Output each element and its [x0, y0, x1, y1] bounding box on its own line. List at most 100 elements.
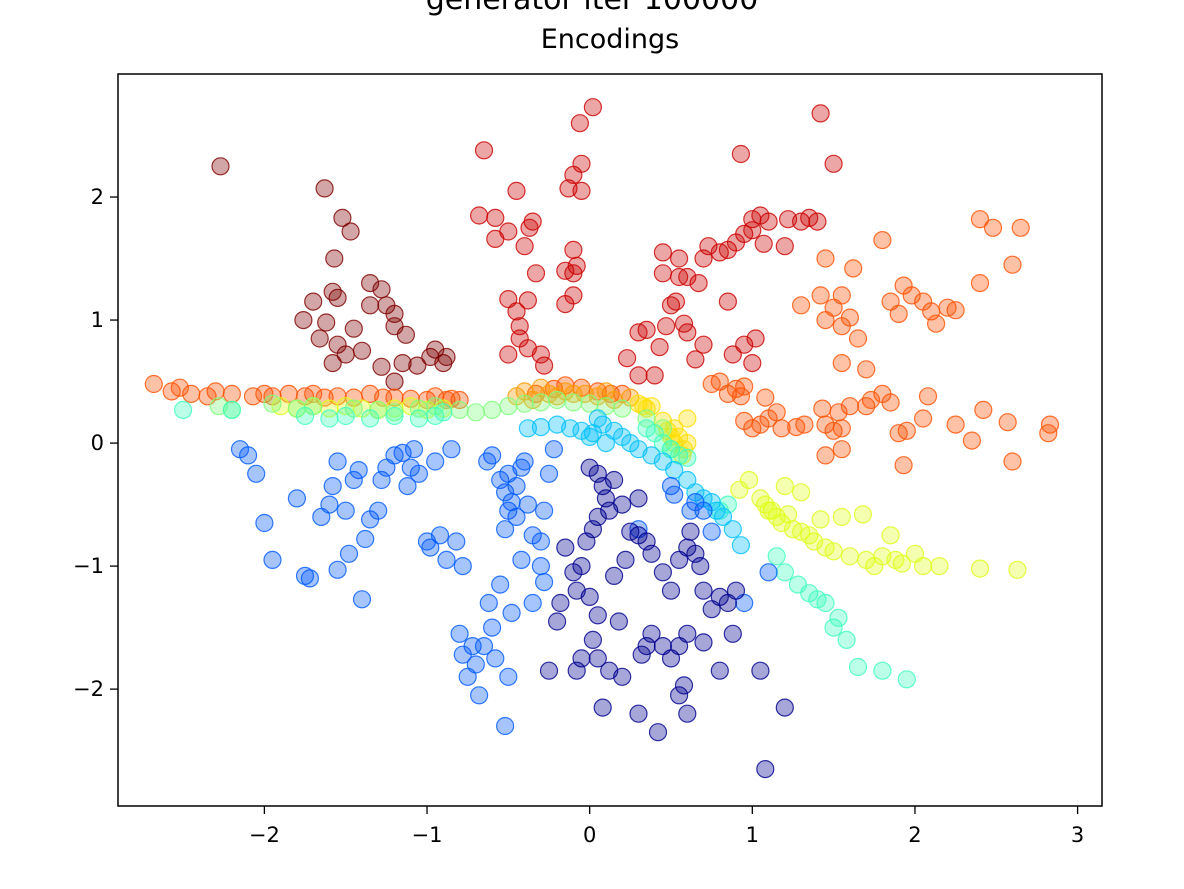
data-point	[496, 520, 515, 539]
data-point	[756, 759, 775, 779]
data-point	[1003, 452, 1022, 471]
data-point	[421, 538, 440, 557]
data-point	[344, 319, 363, 338]
data-point	[894, 456, 913, 475]
data-point	[694, 633, 713, 652]
data-point	[756, 388, 775, 407]
data-point	[515, 237, 534, 256]
data-point	[294, 311, 313, 330]
x-tick-label: −1	[412, 823, 443, 847]
x-tick-label: −2	[249, 823, 280, 847]
data-point	[315, 179, 334, 198]
data-point	[551, 593, 570, 613]
data-point	[811, 104, 830, 123]
data-point	[897, 670, 916, 689]
data-point	[499, 222, 518, 241]
data-point	[767, 403, 786, 422]
data-point	[470, 686, 489, 705]
data-point	[726, 581, 746, 600]
data-point	[889, 304, 908, 323]
data-point	[970, 274, 990, 293]
data-point	[372, 280, 391, 299]
data-point	[689, 274, 708, 293]
figure-suptitle: generator iter 100000	[0, 0, 1184, 17]
data-point	[674, 676, 694, 695]
data-point	[287, 489, 306, 508]
data-point	[702, 522, 721, 541]
data-point	[844, 259, 863, 278]
data-point	[808, 590, 827, 609]
data-point	[531, 418, 551, 437]
data-point	[507, 302, 526, 321]
data-point	[263, 550, 282, 570]
data-point	[328, 452, 347, 471]
data-point	[577, 532, 596, 551]
data-point	[564, 563, 583, 582]
data-point	[699, 237, 718, 256]
data-point	[450, 400, 469, 419]
data-point	[892, 554, 912, 573]
data-point	[211, 157, 230, 176]
data-point	[1003, 255, 1022, 274]
data-point	[739, 470, 759, 490]
data-point	[328, 560, 347, 579]
y-tick-label: −2	[73, 677, 104, 701]
data-point	[393, 354, 412, 373]
data-point	[356, 529, 375, 549]
data-point	[369, 501, 388, 520]
data-point	[518, 291, 538, 310]
data-point	[333, 208, 352, 227]
data-point	[656, 317, 676, 336]
data-point	[772, 419, 791, 438]
data-point	[881, 526, 900, 545]
data-point	[453, 556, 472, 576]
data-point	[857, 397, 876, 416]
data-point	[1008, 560, 1027, 579]
data-point	[832, 317, 851, 336]
data-point	[824, 618, 843, 637]
data-point	[534, 572, 554, 592]
data-point	[642, 544, 661, 563]
data-point	[588, 409, 607, 428]
data-point	[426, 452, 445, 471]
plot-frame	[117, 73, 1103, 807]
data-point	[474, 636, 494, 656]
data-point	[483, 618, 502, 637]
data-point	[983, 218, 1003, 237]
data-point	[653, 636, 673, 656]
data-point	[604, 470, 624, 490]
x-tick-label: 0	[583, 823, 596, 847]
data-point	[678, 448, 697, 467]
data-point	[434, 403, 453, 422]
data-point	[710, 661, 729, 680]
data-point	[795, 415, 814, 434]
data-point	[243, 387, 263, 406]
data-point	[751, 661, 770, 680]
data-point	[547, 390, 567, 410]
data-point	[681, 522, 700, 541]
data-point	[804, 532, 824, 551]
data-point	[434, 354, 453, 373]
data-point	[222, 384, 241, 403]
data-point	[913, 556, 933, 576]
data-point	[336, 501, 355, 520]
data-point	[669, 249, 689, 268]
data-point	[499, 345, 518, 364]
data-point	[730, 480, 749, 499]
data-point	[523, 593, 542, 613]
data-point	[534, 501, 554, 520]
data-point	[295, 566, 315, 586]
data-point	[824, 542, 843, 561]
data-point	[531, 393, 551, 412]
data-point	[430, 526, 450, 545]
data-point	[800, 526, 819, 545]
data-point	[946, 301, 965, 320]
data-point	[629, 704, 648, 723]
data-point	[832, 354, 851, 373]
data-point	[735, 411, 754, 430]
data-point	[832, 507, 851, 527]
data-point	[174, 400, 193, 419]
data-point	[808, 212, 827, 231]
data-point	[962, 431, 982, 450]
data-point	[396, 325, 415, 344]
